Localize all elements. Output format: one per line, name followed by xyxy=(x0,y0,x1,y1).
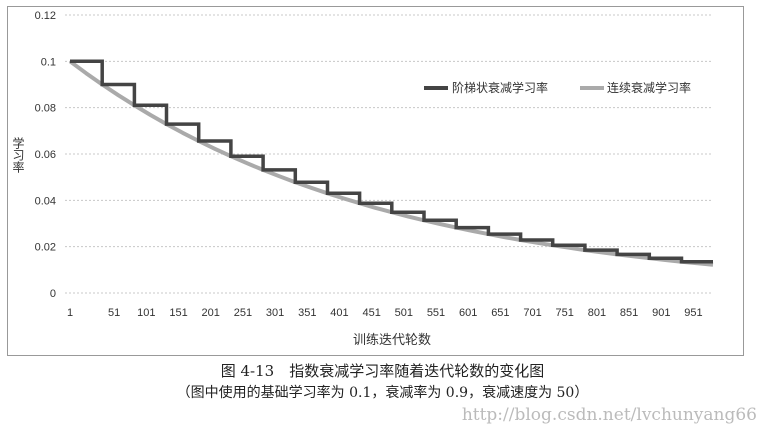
y-tick-label: 0.1 xyxy=(41,56,56,68)
y-tick-label: 0 xyxy=(50,288,56,300)
figure-caption: 图 4-13 指数衰减学习率随着迭代轮数的变化图 xyxy=(220,362,545,380)
x-tick-label: 851 xyxy=(620,307,638,319)
x-tick-label: 51 xyxy=(108,307,120,319)
x-tick-label: 501 xyxy=(395,307,413,319)
x-tick-label: 1 xyxy=(67,307,73,319)
y-tick-label: 0.04 xyxy=(35,195,56,207)
watermark: http://blog.csdn.net/lvchunyang66 xyxy=(461,405,757,425)
x-tick-label: 701 xyxy=(523,307,541,319)
y-tick-label: 0.06 xyxy=(35,149,56,161)
y-axis-label: 学习率 xyxy=(11,136,25,173)
legend-label-staircase: 阶梯状衰减学习率 xyxy=(452,80,548,95)
y-tick-label: 0.02 xyxy=(35,242,56,254)
x-tick-label: 901 xyxy=(652,307,670,319)
x-tick-label: 451 xyxy=(362,307,380,319)
series-line-staircase xyxy=(70,59,713,264)
x-tick-label: 751 xyxy=(556,307,574,319)
x-axis-label: 训练迭代轮数 xyxy=(353,333,431,348)
legend-label-continuous: 连续衰减学习率 xyxy=(607,80,691,95)
x-tick-label: 601 xyxy=(459,307,477,319)
figure-note: （图中使用的基础学习率为 0.1，衰减率为 0.9，衰减速度为 50） xyxy=(176,385,589,401)
chart: 00.020.040.060.080.10.121 51 101 151 201 251 3… xyxy=(11,10,714,348)
y-tick-label: 0.08 xyxy=(35,103,56,115)
x-tick-label: 801 xyxy=(588,307,606,319)
x-tick-label: 551 xyxy=(427,307,445,319)
x-tick-label: 251 xyxy=(234,307,252,319)
x-tick-label: 351 xyxy=(298,307,316,319)
x-tick-label: 301 xyxy=(266,307,284,319)
x-tick-label: 401 xyxy=(330,307,348,319)
x-tick-label: 951 xyxy=(684,307,702,319)
y-tick-label: 0.12 xyxy=(35,10,56,22)
x-tick-label: 101 xyxy=(137,307,155,319)
chart-frame xyxy=(7,6,744,356)
x-tick-label: 201 xyxy=(202,307,220,319)
x-tick-label: 151 xyxy=(169,307,187,319)
x-tick-label: 651 xyxy=(491,307,509,319)
